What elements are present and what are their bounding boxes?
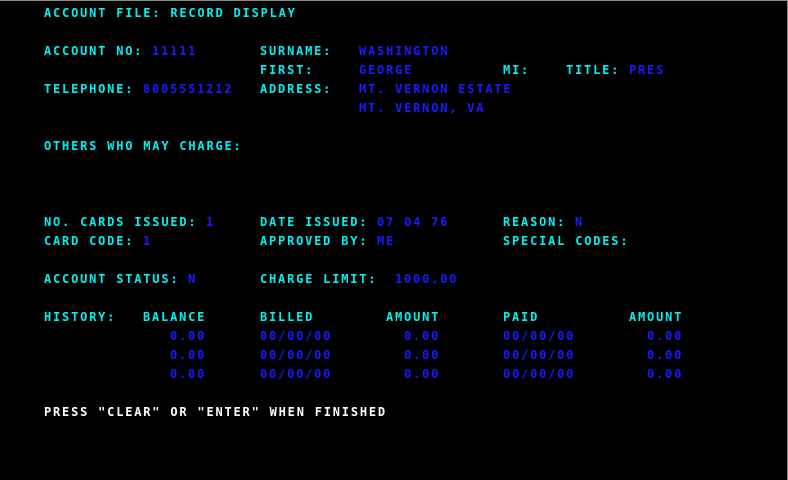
first-label: FIRST:: [260, 63, 315, 77]
history-balance: 0.00: [170, 348, 207, 362]
history-billed: 00/00/00: [260, 329, 333, 343]
history-balance: 0.00: [170, 329, 207, 343]
reason-label: REASON:: [503, 215, 567, 229]
charge-limit-label: CHARGE LIMIT:: [260, 272, 378, 286]
screen-title: ACCOUNT FILE: RECORD DISPLAY: [44, 6, 297, 20]
reason-field[interactable]: N: [575, 215, 585, 229]
history-paid-amount: 0.00: [647, 329, 684, 343]
card-code-field[interactable]: 1: [143, 234, 153, 248]
telephone-label: TELEPHONE:: [44, 82, 135, 96]
history-label: HISTORY:: [44, 310, 117, 324]
account-status-field[interactable]: N: [188, 272, 198, 286]
mi-label: MI:: [503, 63, 531, 77]
others-who-may-charge-label: OTHERS WHO MAY CHARGE:: [44, 139, 243, 153]
history-paid: 00/00/00: [503, 367, 576, 381]
address-line1-field[interactable]: MT. VERNON ESTATE: [359, 82, 513, 96]
history-paid: 00/00/00: [503, 329, 576, 343]
surname-field[interactable]: WASHINGTON: [359, 44, 450, 58]
account-no-field[interactable]: 11111: [152, 44, 198, 58]
history-header-balance: BALANCE: [143, 310, 207, 324]
cards-issued-label: NO. CARDS ISSUED:: [44, 215, 198, 229]
history-header-amount: AMOUNT: [386, 310, 441, 324]
status-message: PRESS "CLEAR" OR "ENTER" WHEN FINISHED: [44, 405, 387, 419]
history-paid-amount: 0.00: [647, 367, 684, 381]
surname-label: SURNAME:: [260, 44, 333, 58]
history-header-billed: BILLED: [260, 310, 315, 324]
approved-by-label: APPROVED BY:: [260, 234, 369, 248]
history-paid: 00/00/00: [503, 348, 576, 362]
address-label: ADDRESS:: [260, 82, 333, 96]
first-field[interactable]: GEORGE: [359, 63, 414, 77]
history-balance: 0.00: [170, 367, 207, 381]
charge-limit-field[interactable]: 1000.00: [395, 272, 459, 286]
history-paid-amount: 0.00: [647, 348, 684, 362]
title-label: TITLE:: [566, 63, 621, 77]
history-amount: 0.00: [404, 329, 441, 343]
history-header-paid: PAID: [503, 310, 540, 324]
title-field[interactable]: PRES: [629, 63, 666, 77]
date-issued-field[interactable]: 07 04 76: [377, 215, 450, 229]
history-header-paid-amount: AMOUNT: [629, 310, 684, 324]
date-issued-label: DATE ISSUED:: [260, 215, 369, 229]
address-line2-field[interactable]: MT. VERNON, VA: [359, 101, 486, 115]
telephone-field[interactable]: 8005551212: [143, 82, 234, 96]
cards-issued-field[interactable]: 1: [206, 215, 216, 229]
history-amount: 0.00: [404, 348, 441, 362]
history-billed: 00/00/00: [260, 348, 333, 362]
account-no-label: ACCOUNT NO:: [44, 44, 144, 58]
approved-by-field[interactable]: ME: [377, 234, 396, 248]
special-codes-label: SPECIAL CODES:: [503, 234, 630, 248]
account-status-label: ACCOUNT STATUS:: [44, 272, 180, 286]
history-amount: 0.00: [404, 367, 441, 381]
history-billed: 00/00/00: [260, 367, 333, 381]
card-code-label: CARD CODE:: [44, 234, 135, 248]
